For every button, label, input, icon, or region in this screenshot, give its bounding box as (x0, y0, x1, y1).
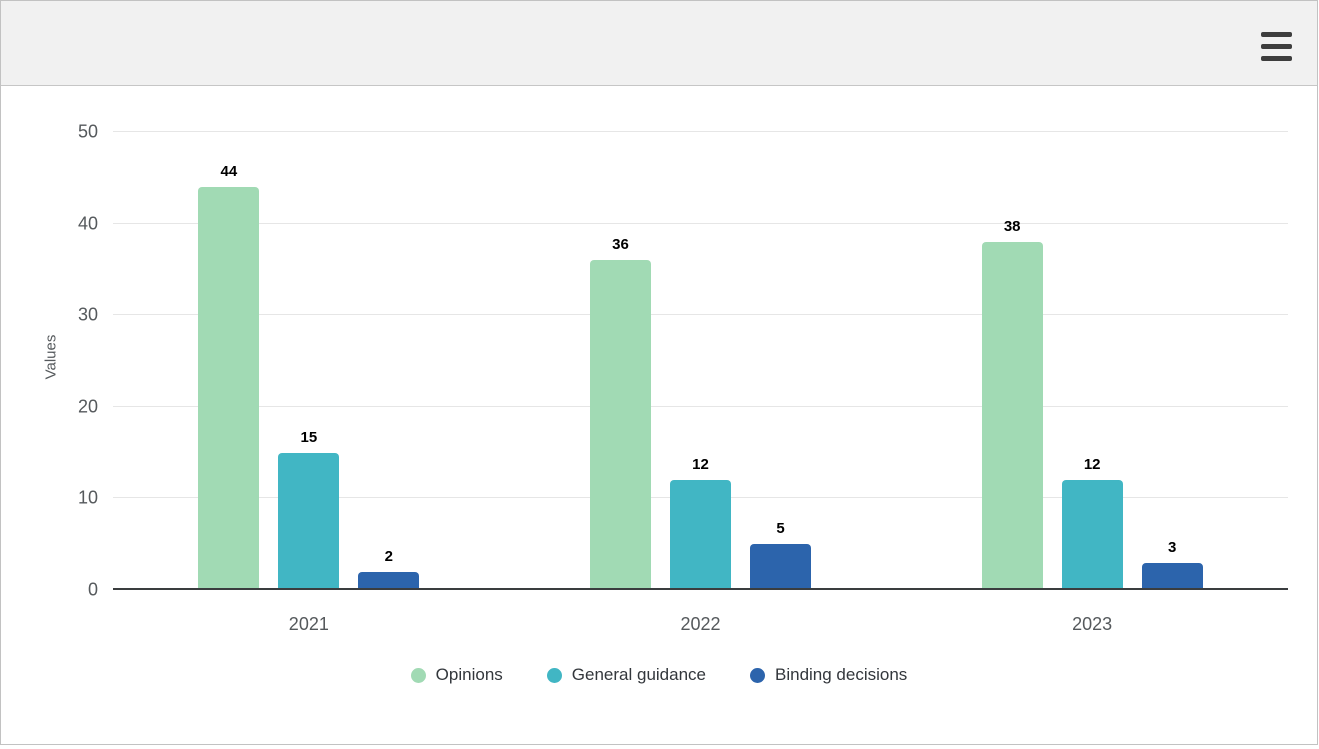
bar-general-guidance-2022[interactable]: 12 (669, 456, 731, 590)
y-tick-label-10: 10 (77, 487, 98, 508)
bar-opinions-2021[interactable]: 44 (198, 163, 260, 590)
chart-region: Values 44 15 2 36 12 5 38 12 3 Opinions General g… (1, 87, 1317, 744)
legend-marker-icon (410, 667, 426, 683)
legend-label: General guidance (571, 665, 706, 684)
legend: Opinions General guidance Binding decision… (1, 665, 1317, 685)
bar-group-2022: 36 12 5 (505, 132, 897, 590)
bar-opinions-2023[interactable]: 38 (981, 218, 1043, 590)
x-axis-label-2023: 2023 (1072, 614, 1113, 634)
legend-label: Opinions (435, 665, 503, 684)
bar-binding-decisions-2021[interactable]: 2 (358, 548, 420, 590)
data-label: 2 (384, 547, 393, 565)
legend-marker-icon (546, 667, 562, 683)
legend-item-opinions[interactable]: Opinions (410, 665, 503, 685)
legend-item-binding-decisions[interactable]: Binding decisions (750, 665, 907, 685)
x-axis-label-2022: 2022 (680, 614, 721, 634)
chart-toolbar (1, 1, 1317, 86)
gridline (113, 222, 1288, 224)
legend-marker-icon (750, 667, 765, 683)
bar-group-2021: 44 15 2 (113, 132, 505, 590)
y-tick-label-20: 20 (77, 396, 98, 417)
bar-group-2023: 38 12 3 (896, 132, 1288, 590)
y-tick-label-30: 30 (77, 304, 98, 325)
gridline (113, 405, 1288, 407)
data-label: 44 (220, 162, 238, 180)
bar-binding-decisions-2022[interactable]: 5 (749, 520, 811, 590)
data-label: 38 (1003, 217, 1021, 235)
hamburger-bar (1261, 56, 1292, 61)
gridline (113, 131, 1288, 132)
data-label: 12 (1083, 456, 1101, 474)
bar-binding-decisions-2023[interactable]: 3 (1141, 539, 1203, 590)
y-tick-label-50: 50 (77, 121, 98, 142)
x-axis-line (113, 588, 1288, 590)
bar-general-guidance-2021[interactable]: 15 (278, 429, 340, 590)
data-label: 12 (692, 456, 709, 474)
data-label: 3 (1167, 538, 1177, 556)
bar-general-guidance-2023[interactable]: 12 (1061, 456, 1123, 590)
data-label: 5 (776, 520, 785, 538)
y-axis-title: Values (42, 334, 60, 380)
x-axis-label-2021: 2021 (288, 614, 329, 634)
hamburger-bar (1261, 32, 1292, 37)
hamburger-bar (1261, 44, 1292, 49)
gridline (113, 314, 1288, 316)
plot-area: 44 15 2 36 12 5 38 12 3 (113, 131, 1288, 590)
y-tick-label-0: 0 (87, 579, 98, 600)
data-label: 36 (612, 236, 629, 254)
data-label: 15 (300, 428, 318, 446)
legend-label: Binding decisions (775, 665, 908, 684)
hamburger-menu-icon[interactable] (1261, 32, 1293, 61)
legend-item-general-guidance[interactable]: General guidance (546, 665, 706, 685)
bar-opinions-2022[interactable]: 36 (589, 236, 651, 590)
y-tick-label-40: 40 (77, 213, 98, 234)
